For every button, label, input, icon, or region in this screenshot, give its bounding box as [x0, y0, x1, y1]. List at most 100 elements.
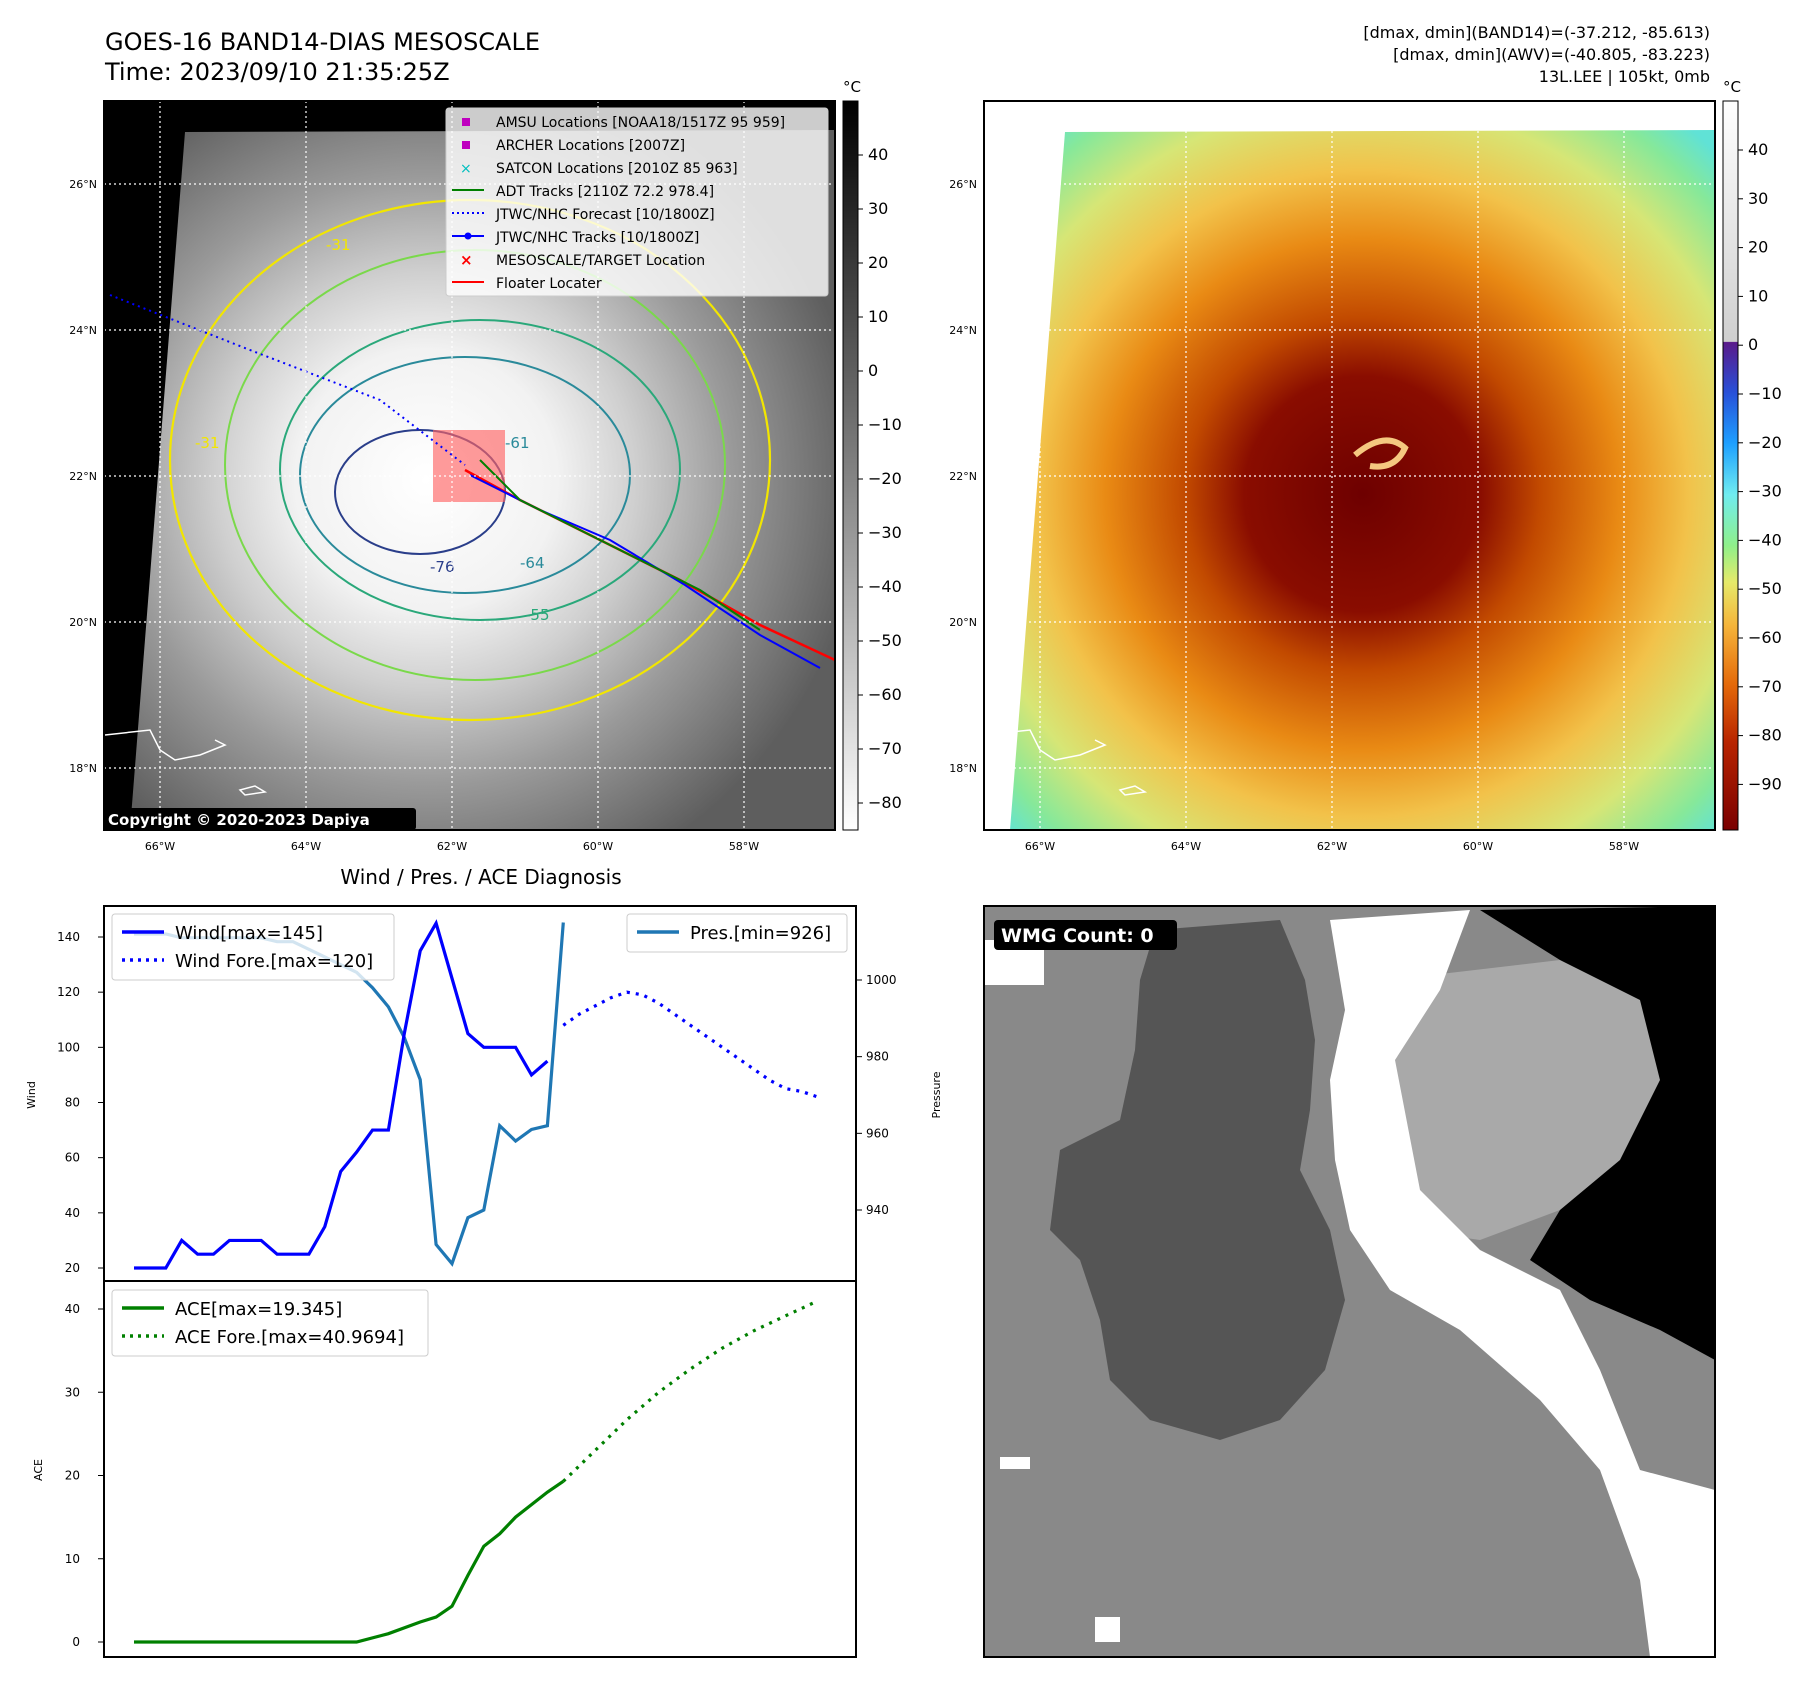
- legend-label: ARCHER Locations [2007Z]: [496, 138, 685, 154]
- wind-legend: Wind[max=145] Wind Fore.[max=120]: [111, 913, 395, 981]
- map-legend: AMSU Locations [NOAA18/1517Z 95 959] ARC…: [445, 107, 829, 297]
- color-colorbar-tick-label: 20: [1748, 238, 1768, 257]
- wind-y-tick-label: 120: [57, 985, 80, 999]
- wmg-dark-region: [1050, 920, 1345, 1440]
- gray-colorbar-tick-label: −10: [868, 415, 902, 434]
- lat-label: 22°N: [949, 470, 977, 483]
- wind-y-tick-label: 20: [65, 1261, 80, 1275]
- wmg-white-patch: [1095, 1617, 1120, 1642]
- lon-label: 64°W: [291, 840, 321, 853]
- gray-colorbar: °C 40 30 20 10 0 −10 −20 −30 −40 −50 −60 −70 −80: [842, 78, 902, 831]
- gray-colorbar-tick-label: −80: [868, 793, 902, 812]
- pressure-y-tick-label: 960: [866, 1126, 889, 1140]
- stat-awv: [dmax, dmin](AWV)=(-40.805, -83.223): [1393, 45, 1710, 64]
- pressure-y-tick-label: 1000: [866, 973, 897, 987]
- color-colorbar-tick-label: −20: [1748, 433, 1782, 452]
- adt-track: [479, 459, 761, 631]
- wmg-white-patch: [1000, 1457, 1030, 1469]
- gray-colorbar-tick-label: −50: [868, 631, 902, 650]
- color-colorbar-tick-label: −80: [1748, 726, 1782, 745]
- figure-time: Time: 2023/09/10 21:35:25Z: [104, 58, 450, 86]
- coastline: [984, 729, 1107, 761]
- coastline: [238, 785, 268, 796]
- lon-label: 58°W: [729, 840, 759, 853]
- wmg-black-region: [1480, 906, 1715, 1360]
- ace-y-tick-label: 20: [65, 1469, 80, 1483]
- gray-colorbar-tick-label: −30: [868, 523, 902, 542]
- wind-y-tick-label: 140: [57, 930, 80, 944]
- legend-label: JTWC/NHC Tracks [10/1800Z]: [495, 230, 699, 246]
- legend-symbol-target: ×: [460, 251, 473, 269]
- contour-label: -61: [505, 434, 530, 452]
- ace-line: [134, 1480, 565, 1644]
- ace-chart: 0 10 20 30 40 ACE ACE[max=19.345] ACE Fore.[…: [32, 1280, 857, 1658]
- figure-title: GOES-16 BAND14-DIAS MESOSCALE: [105, 28, 540, 56]
- color-colorbar-tick-label: −90: [1748, 774, 1782, 793]
- lat-label: 24°N: [69, 324, 97, 337]
- gray-colorbar-tick-label: −40: [868, 577, 902, 596]
- lat-label: 22°N: [69, 470, 97, 483]
- pressure-y-tick-label: 940: [866, 1203, 889, 1217]
- lon-label: 62°W: [437, 840, 467, 853]
- gray-colorbar-tick-label: −70: [868, 739, 902, 758]
- color-map-axis-labels: 26°N 24°N 22°N 20°N 18°N 66°W 64°W 62°W …: [949, 178, 1639, 853]
- lat-label: 18°N: [69, 762, 97, 775]
- lat-label: 26°N: [949, 178, 977, 191]
- color-map-gridlines: [984, 101, 1715, 830]
- lat-label: 26°N: [69, 178, 97, 191]
- wind-forecast-line: [562, 990, 819, 1099]
- legend-label: MESOSCALE/TARGET Location: [496, 253, 705, 269]
- legend-symbol-amsu: [462, 118, 470, 126]
- wind-line: [134, 919, 549, 1270]
- legend-symbol-satcon: ×: [460, 161, 472, 177]
- ace-y-tick-label: 0: [72, 1635, 80, 1649]
- legend-label-wind-forecast: Wind Fore.[max=120]: [175, 951, 373, 972]
- legend-symbol-archer: [462, 141, 470, 149]
- coastline: [1118, 785, 1148, 796]
- gray-map-axis-labels: 26°N 24°N 22°N 20°N 18°N 66°W 64°W 62°W …: [69, 178, 759, 853]
- contour-green: [279, 319, 681, 621]
- ace-legend: ACE[max=19.345] ACE Fore.[max=40.9694]: [111, 1289, 429, 1357]
- legend-label: SATCON Locations [2010Z 85 963]: [496, 161, 738, 177]
- wind-y-tick-label: 80: [65, 1096, 80, 1110]
- lat-label: 20°N: [69, 616, 97, 629]
- gray-colorbar-tick-label: 40: [868, 145, 888, 164]
- wmg-map: WMG Count: 0: [983, 905, 1716, 1658]
- storm-info: 13L.LEE | 105kt, 0mb: [1539, 67, 1710, 86]
- wmg-count-text: WMG Count: 0: [1001, 925, 1154, 947]
- lon-label: 58°W: [1609, 840, 1639, 853]
- lon-label: 64°W: [1171, 840, 1201, 853]
- ace-y-tick-label: 10: [65, 1552, 80, 1566]
- legend-label: JTWC/NHC Forecast [10/1800Z]: [495, 207, 715, 223]
- color-colorbar-tick-label: 0: [1748, 335, 1758, 354]
- ace-y-tick-label: 30: [65, 1385, 80, 1399]
- wind-ylabel: Wind: [25, 1081, 38, 1109]
- color-colorbar-tick-label: 40: [1748, 140, 1768, 159]
- legend-label-pressure: Pres.[min=926]: [690, 923, 831, 944]
- color-colorbar-tick-label: −50: [1748, 579, 1782, 598]
- color-colorbar-tick-label: 10: [1748, 286, 1768, 305]
- forecast-track: [109, 294, 466, 466]
- pressure-legend: Pres.[min=926]: [626, 913, 848, 953]
- gray-colorbar-tick-label: −20: [868, 469, 902, 488]
- ace-ylabel: ACE: [32, 1459, 45, 1481]
- gray-colorbar-tick-label: 0: [868, 361, 878, 380]
- color-colorbar-tick-label: 30: [1748, 189, 1768, 208]
- legend-label: AMSU Locations [NOAA18/1517Z 95 959]: [496, 115, 785, 131]
- gray-ir-map: -31 -31 -61 -76 -64 -55 AMSU Locations: [103, 100, 836, 831]
- copyright-text: Copyright © 2020-2023 Dapiya: [108, 811, 370, 829]
- wind-y-tick-label: 60: [65, 1151, 80, 1165]
- gray-colorbar-tick-label: 20: [868, 253, 888, 272]
- contour-label: -55: [525, 606, 550, 624]
- color-colorbar-tick-label: −30: [1748, 482, 1782, 501]
- contour-label: -31: [195, 434, 220, 452]
- color-colorbar: °C 40 30 20 10 0 −10 −20 −30 −40 −50 −60 −70 −80 −90: [1722, 78, 1782, 831]
- ace-y-tick-label: 40: [65, 1302, 80, 1316]
- legend-label: Floater Locater: [496, 276, 602, 292]
- lon-label: 66°W: [145, 840, 175, 853]
- legend-symbol-jtwc-dot: [464, 232, 472, 240]
- color-colorbar-unit: °C: [1723, 78, 1741, 96]
- lat-label: 18°N: [949, 762, 977, 775]
- lat-label: 20°N: [949, 616, 977, 629]
- contour-label: -76: [430, 558, 455, 576]
